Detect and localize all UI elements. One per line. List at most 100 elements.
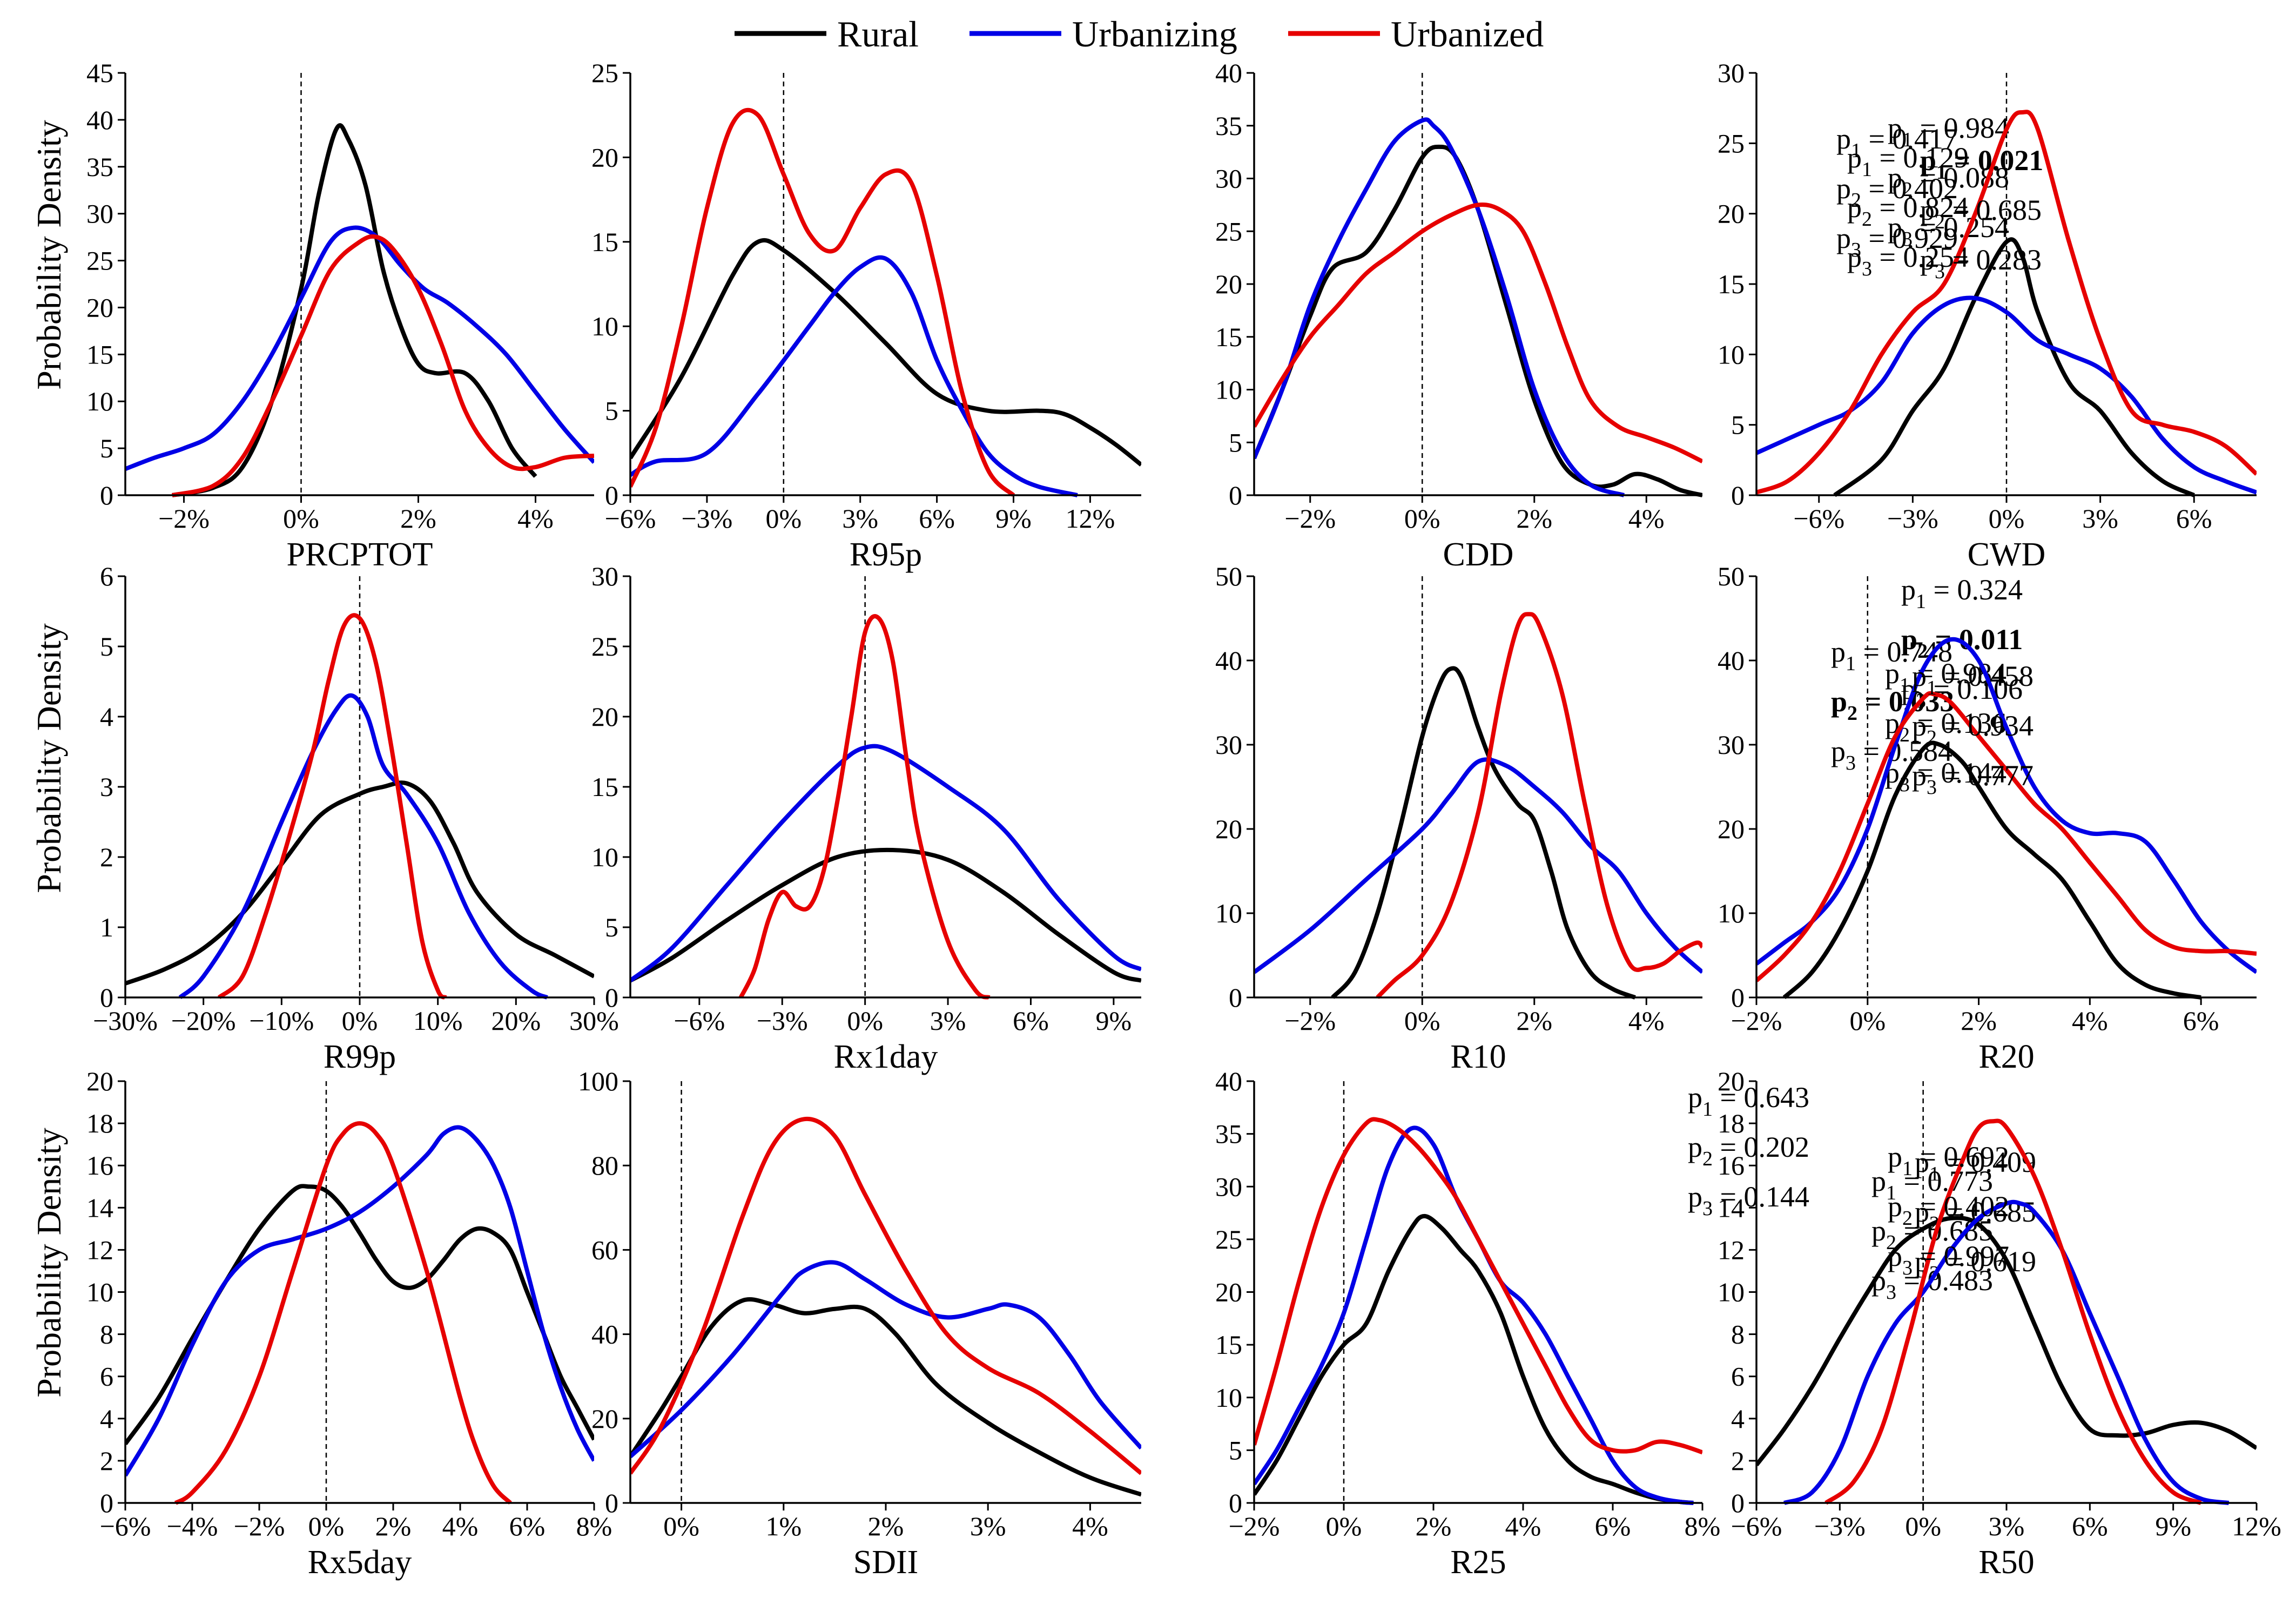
legend-label-rural: Rural xyxy=(837,14,919,55)
y-tick-label: 20 xyxy=(1718,199,1745,229)
x-axis-title: R20 xyxy=(1978,1038,2034,1075)
x-tick-label: 2% xyxy=(1416,1511,1452,1541)
y-tick-label: 5 xyxy=(1731,410,1745,440)
y-tick-label: 25 xyxy=(86,246,113,276)
x-tick-label: 3% xyxy=(970,1511,1006,1541)
p-value-2: p2 = 0.685 xyxy=(1915,1196,2036,1235)
y-tick-label: 40 xyxy=(1215,1066,1242,1096)
x-tick-label: −6% xyxy=(1731,1511,1782,1541)
x-tick-label: 9% xyxy=(995,503,1032,534)
series-line-urbanizing xyxy=(1254,1125,1694,1505)
legend-label-urbanizing: Urbanizing xyxy=(1072,14,1237,55)
x-axis-title: PRCPTOT xyxy=(286,536,433,573)
x-tick-label: −2% xyxy=(1284,1006,1336,1036)
series-line-urbanized xyxy=(630,107,1015,497)
y-tick-label: 0 xyxy=(605,480,618,510)
y-tick-label: 4 xyxy=(1731,1404,1745,1434)
y-tick-label: 45 xyxy=(86,58,113,88)
series-line-urbanizing xyxy=(125,1125,594,1477)
p-value-2: p2 = 0.088 xyxy=(1888,161,2009,201)
y-tick-label: 0 xyxy=(1229,1488,1242,1518)
x-tick-label: −3% xyxy=(681,503,732,534)
y-tick-label: 30 xyxy=(1215,1171,1242,1202)
p-value-3: p3 = 0.254 xyxy=(1888,211,2009,251)
x-axis-title: Rx1day xyxy=(834,1038,938,1075)
series-line-urbanized xyxy=(1254,202,1702,463)
p-value-2: p2 = 0.685 xyxy=(1920,194,2042,233)
y-tick-label: 30 xyxy=(1718,58,1745,88)
x-tick-label: 1% xyxy=(765,1511,802,1541)
y-tick-label: 30 xyxy=(86,199,113,229)
x-tick-label: 3% xyxy=(1989,1511,2025,1541)
x-tick-label: 4% xyxy=(1505,1511,1541,1541)
y-tick-label: 15 xyxy=(591,227,618,257)
y-tick-label: 0 xyxy=(605,982,618,1013)
p-value-3: p3 = 0.283 xyxy=(1920,244,2042,283)
x-axis-title: Rx5day xyxy=(308,1544,412,1581)
series-line-urbanized xyxy=(1376,612,1702,999)
p-value-3: p3 = 0.584 xyxy=(1831,735,1952,774)
y-tick-label: 20 xyxy=(591,1404,618,1434)
y-tick-label: 25 xyxy=(591,58,618,88)
y-tick-label: 10 xyxy=(1215,375,1242,405)
x-tick-label: 0% xyxy=(1989,503,2025,534)
x-tick-label: 0% xyxy=(765,503,802,534)
p-value-1: p1 = 0.021 xyxy=(1920,144,2043,184)
y-tick-label: 35 xyxy=(1215,111,1242,141)
series-line-urbanized xyxy=(1254,1117,1702,1455)
y-tick-label: 5 xyxy=(100,631,113,662)
y-tick-label: 0 xyxy=(100,982,113,1013)
y-tick-label: 35 xyxy=(86,152,113,182)
x-tick-label: −3% xyxy=(1887,503,1938,534)
y-tick-label: 18 xyxy=(86,1108,113,1138)
p-value-1: p1 = 0.748 xyxy=(1831,636,1952,675)
x-tick-label: 30% xyxy=(569,1006,619,1036)
series-line-urbanizing xyxy=(630,744,1141,982)
y-tick-label: 6 xyxy=(1731,1361,1745,1392)
y-tick-label: 10 xyxy=(1718,339,1745,369)
x-tick-label: 4% xyxy=(1628,1006,1665,1036)
p-value-3: p3 = 0.997 xyxy=(1888,1240,2009,1279)
y-tick-label: 20 xyxy=(1215,1277,1242,1307)
p-value-1: p1 = 0.984 xyxy=(1888,112,2009,151)
p-value-2: p2 = 0.202 xyxy=(1688,1131,1809,1170)
x-axis-title: CDD xyxy=(1443,536,1514,573)
p-value-3: p3 = 0.777 xyxy=(1912,759,2034,799)
series-line-urbanized xyxy=(174,1121,512,1505)
series-line-urbanized xyxy=(217,613,447,1000)
y-tick-label: 0 xyxy=(100,480,113,510)
y-tick-label: 15 xyxy=(591,772,618,802)
series-line-rural xyxy=(630,847,1141,983)
panel-r10: 0 10 20 30 40 50 −2% 0% 2% 4% R10 p1 = 0.324 p2 = 0.… xyxy=(1215,561,2023,1075)
series-line-urbanizing xyxy=(1756,637,2257,974)
p-value-3: p3 = 0.929 xyxy=(1836,222,1958,261)
y-tick-label: 30 xyxy=(591,561,618,591)
y-tick-label: 0 xyxy=(100,1488,113,1518)
x-tick-label: 6% xyxy=(919,503,955,534)
x-tick-label: −2% xyxy=(1731,1006,1782,1036)
y-tick-label: 20 xyxy=(1718,814,1745,844)
panel-r50: 0 2 4 6 8 10 12 14 16 18 20 −6% −3% 0% 3% 6% 9% 12% R50 p1 … xyxy=(1718,1066,2281,1581)
x-axis-title: R10 xyxy=(1450,1038,1506,1075)
x-tick-label: 10% xyxy=(413,1006,463,1036)
y-tick-label: 10 xyxy=(1718,1277,1745,1307)
series-line-urbanized xyxy=(1756,691,2257,982)
y-tick-label: 10 xyxy=(86,386,113,416)
series-line-urbanized xyxy=(1824,1118,2202,1505)
x-tick-label: 3% xyxy=(930,1006,966,1036)
legend-item-urbanized: Urbanized xyxy=(1288,14,1544,55)
x-axis-title: CWD xyxy=(1968,536,2046,573)
y-tick-label: 20 xyxy=(86,292,113,322)
series-line-urbanized xyxy=(171,234,594,497)
series-line-rural xyxy=(630,1297,1141,1497)
x-tick-label: 3% xyxy=(2082,503,2118,534)
y-tick-label: 16 xyxy=(86,1150,113,1181)
x-tick-label: 4% xyxy=(517,503,554,534)
p-value-2: p2 = 0.402 xyxy=(1836,172,1958,212)
p-value-2: p2 = 0.011 xyxy=(1901,623,2023,663)
y-tick-label: 15 xyxy=(1215,1330,1242,1360)
